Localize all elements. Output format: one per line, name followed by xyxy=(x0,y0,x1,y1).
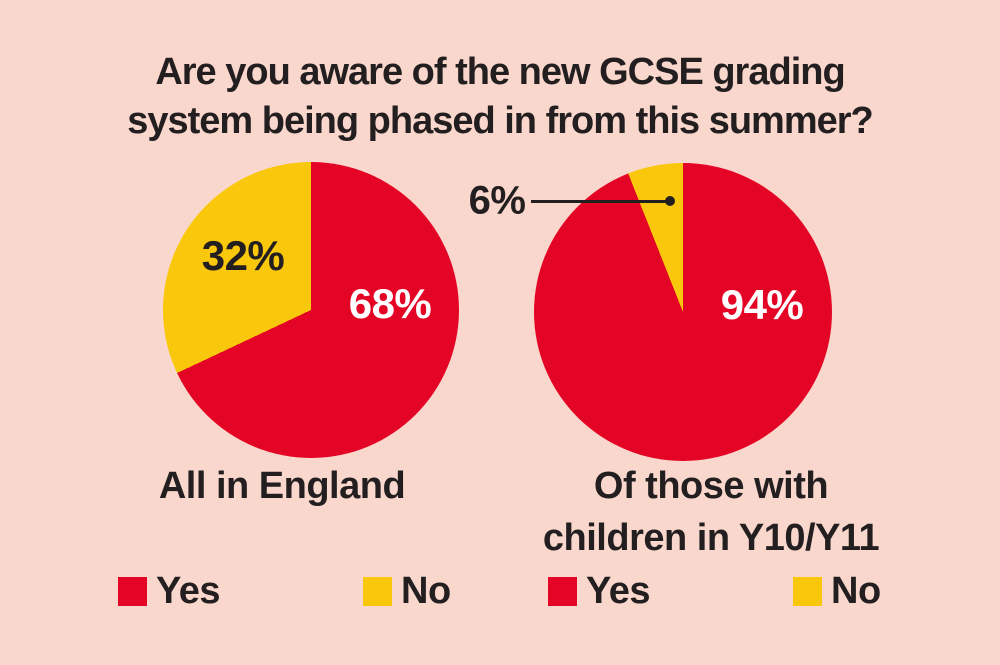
slice-label-yes-94: 94% xyxy=(720,281,804,328)
pie-caption-y10-y11-line-1: Of those with xyxy=(593,465,829,507)
legend-swatch-no-icon xyxy=(363,577,392,606)
pie-chart-y10-y11 xyxy=(534,163,832,461)
legend-swatch-yes-icon xyxy=(548,577,577,606)
slice-label-no-32: 32% xyxy=(201,232,285,279)
pie-chart-all-england xyxy=(163,162,459,458)
callout-leader-line xyxy=(531,200,670,203)
legend-label-right-yes: Yes xyxy=(586,570,651,612)
legend-item-right-yes: Yes xyxy=(548,570,651,613)
legend-item-right-no: No xyxy=(793,570,881,613)
pie-caption-all-england: All in England xyxy=(158,465,406,507)
chart-title-line-1: Are you aware of the new GCSE grading xyxy=(155,51,845,93)
chart-title-line-2: system being phased in from this summer? xyxy=(127,100,874,142)
slice-label-yes-68: 68% xyxy=(348,280,432,327)
pie-caption-y10-y11-line-2: children in Y10/Y11 xyxy=(542,517,880,559)
legend-label-right-no: No xyxy=(831,570,881,612)
legend-label-left-no: No xyxy=(401,570,451,612)
legend-label-left-yes: Yes xyxy=(156,570,221,612)
pie-caption-y10-y11: Of those with children in Y10/Y11 xyxy=(542,460,880,564)
callout-leader-dot xyxy=(665,196,675,206)
callout-label-no-6: 6% xyxy=(468,178,526,223)
legend-item-left-no: No xyxy=(363,570,451,613)
chart-title: Are you aware of the new GCSE grading sy… xyxy=(0,48,1000,146)
legend-swatch-no-icon xyxy=(793,577,822,606)
legend-item-left-yes: Yes xyxy=(118,570,221,613)
legend-swatch-yes-icon xyxy=(118,577,147,606)
